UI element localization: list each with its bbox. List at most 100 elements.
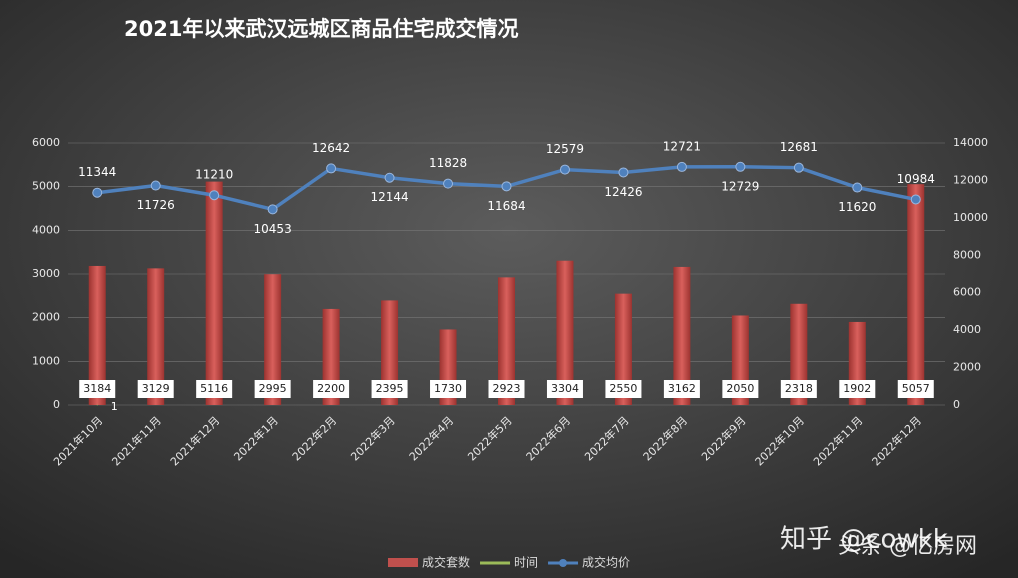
bar: [673, 266, 691, 405]
bar-label: 3184: [79, 380, 116, 398]
bar: [498, 277, 515, 405]
line-marker: [150, 180, 161, 191]
line-marker: [559, 164, 570, 175]
legend-label: 成交套数: [422, 555, 470, 570]
line-marker: [267, 204, 278, 215]
line-marker: [676, 161, 687, 172]
watermark: 知乎 @cowkk: [780, 525, 948, 555]
y2-tick-label: 8000: [953, 248, 981, 261]
bar-value-label: 2318: [785, 382, 813, 395]
label-box: [196, 380, 233, 398]
bar: [907, 184, 925, 405]
bar: [147, 268, 165, 405]
line-marker: [793, 162, 804, 173]
line-marker: [209, 190, 220, 201]
line-value-label: 1: [111, 400, 118, 413]
bar-label: 1902: [839, 380, 876, 398]
line-value-label: 10984: [897, 172, 935, 186]
bar-value-label: 2050: [726, 382, 754, 395]
bar-value-label: 2550: [609, 382, 637, 395]
line-value-label: 12426: [604, 185, 642, 199]
bar-label: 3304: [546, 380, 583, 398]
label-box: [780, 380, 817, 398]
label-box: [313, 380, 350, 398]
line-marker: [618, 167, 629, 178]
bar-label: 2550: [605, 380, 642, 398]
line-value-label: 11210: [195, 168, 233, 182]
label-box: [605, 380, 642, 398]
bar: [88, 265, 106, 405]
line-marker: [501, 181, 512, 192]
y-tick-label: 4000: [32, 223, 60, 236]
line-marker: [92, 187, 103, 198]
line-value-label: 10453: [254, 222, 292, 236]
bar-label: 1730: [430, 380, 467, 398]
bar-value-label: 2923: [493, 382, 521, 395]
line-value-label: 11344: [78, 165, 116, 179]
line-marker: [735, 161, 746, 172]
label-box: [722, 380, 759, 398]
y-tick-label: 2000: [32, 311, 60, 324]
line-marker: [96, 404, 98, 406]
line-marker: [443, 178, 454, 189]
bar-value-label: 5057: [902, 382, 930, 395]
label-box: [488, 380, 525, 398]
bar-value-label: 5116: [200, 382, 228, 395]
bar: [205, 181, 223, 405]
bar: [556, 260, 574, 405]
bar: [790, 303, 808, 405]
y2-tick-label: 6000: [953, 286, 981, 299]
y2-tick-label: 14000: [953, 136, 988, 149]
bar-label: 2318: [780, 380, 817, 398]
bar-value-label: 3162: [668, 382, 696, 395]
label-box: [79, 380, 116, 398]
bar-value-label: 3184: [83, 382, 111, 395]
bar-value-label: 1902: [843, 382, 871, 395]
bar-label: 2395: [371, 380, 408, 398]
y-tick-label: 5000: [32, 180, 60, 193]
line-value-label: 12721: [663, 139, 701, 153]
line-value-label: 12579: [546, 142, 584, 156]
bar-label: 3162: [663, 380, 700, 398]
line-value-label: 12642: [312, 141, 350, 155]
line-value-label: 12681: [780, 140, 818, 154]
line-value-label: 11620: [838, 200, 876, 214]
bar-value-label: 2995: [259, 382, 287, 395]
legend-swatch: [388, 558, 418, 567]
line-value-label: 11828: [429, 156, 467, 170]
line-marker: [326, 163, 337, 174]
label-box: [839, 380, 876, 398]
bar: [381, 300, 399, 405]
y2-tick-label: 12000: [953, 173, 988, 186]
y-tick-label: 0: [53, 398, 60, 411]
y2-tick-label: 4000: [953, 323, 981, 336]
y-tick-label: 1000: [32, 354, 60, 367]
bar-label: 3129: [137, 380, 174, 398]
bar: [264, 274, 282, 405]
line-marker: [852, 182, 863, 193]
line-value-label: 11726: [137, 198, 175, 212]
bar-value-label: 3129: [142, 382, 170, 395]
bar-label: 2923: [488, 380, 525, 398]
legend-swatch: [559, 559, 568, 567]
legend-label: 时间: [514, 556, 538, 570]
bar-label: 2050: [722, 380, 759, 398]
label-box: [254, 380, 291, 398]
label-box: [897, 380, 934, 398]
line-marker: [384, 172, 395, 183]
bar-value-label: 2395: [376, 382, 404, 395]
bar-label: 5116: [196, 380, 233, 398]
legend-label: 成交均价: [582, 555, 630, 570]
y-tick-label: 6000: [32, 136, 60, 149]
label-box: [137, 380, 174, 398]
y-tick-label: 3000: [32, 267, 60, 280]
line-value-label: 12729: [721, 179, 759, 193]
line-value-label: 12144: [370, 190, 408, 204]
label-box: [430, 380, 467, 398]
line-marker: [910, 194, 921, 205]
bar-label: 2200: [313, 380, 350, 398]
bar: [614, 293, 632, 405]
y2-tick-label: 0: [953, 398, 960, 411]
bar-value-label: 3304: [551, 382, 579, 395]
